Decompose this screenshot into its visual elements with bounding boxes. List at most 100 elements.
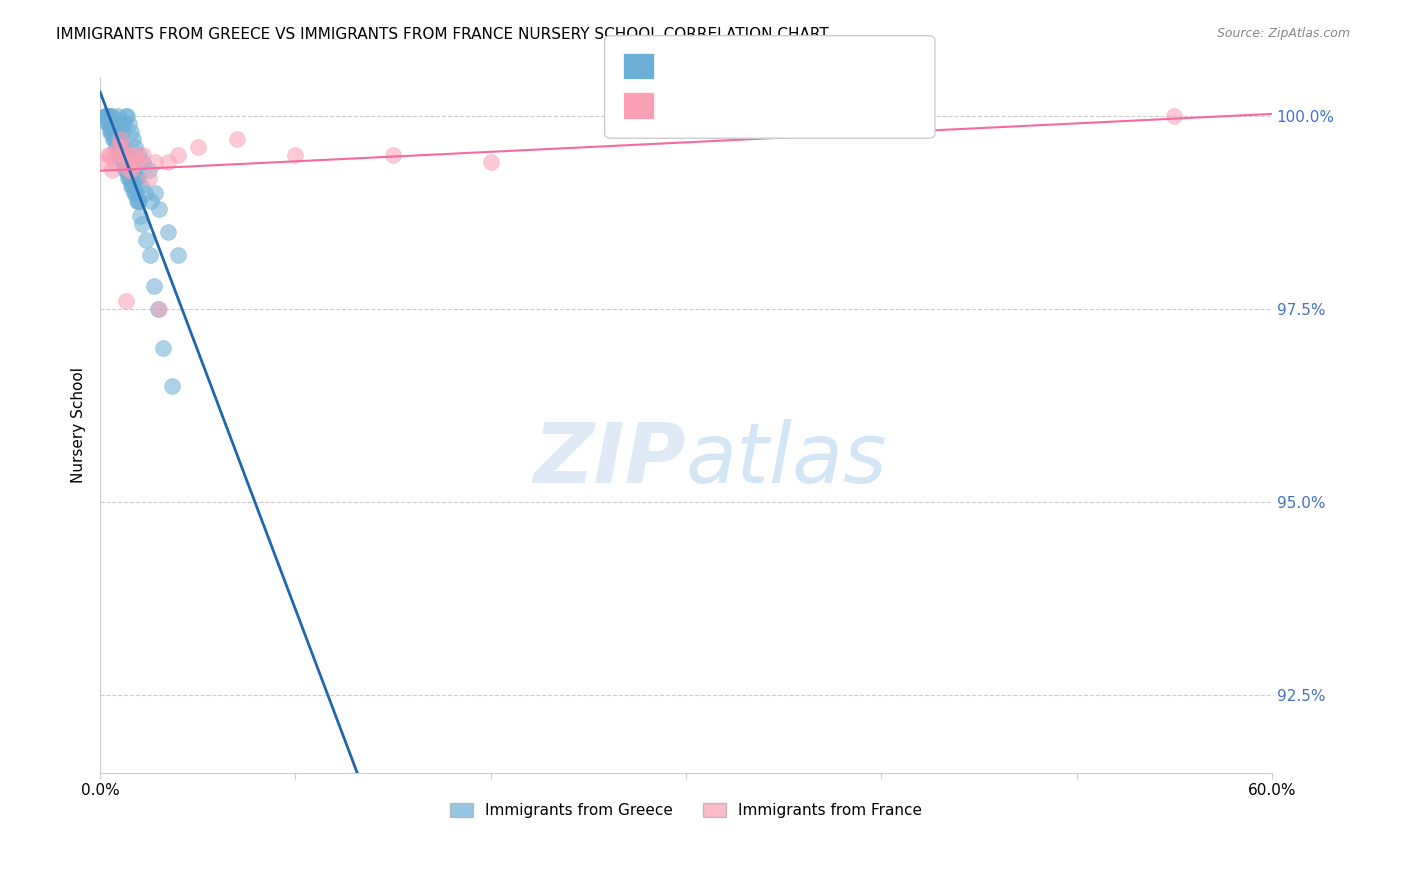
Point bbox=[97, 109, 120, 123]
Point bbox=[127, 194, 149, 208]
Point bbox=[98, 117, 121, 131]
Point bbox=[120, 163, 142, 178]
Point bbox=[121, 163, 143, 178]
Point bbox=[108, 132, 131, 146]
Point bbox=[142, 279, 165, 293]
Point bbox=[127, 170, 149, 185]
Point bbox=[101, 124, 124, 138]
Point bbox=[143, 186, 166, 201]
Point bbox=[124, 186, 146, 201]
Point bbox=[225, 132, 247, 146]
Point bbox=[104, 117, 127, 131]
Point bbox=[103, 132, 125, 146]
Point bbox=[107, 140, 129, 154]
Point bbox=[112, 155, 135, 169]
Point bbox=[143, 155, 166, 169]
Point bbox=[114, 294, 136, 309]
Point bbox=[118, 170, 141, 185]
Point bbox=[124, 147, 146, 161]
Point bbox=[138, 170, 160, 185]
Point bbox=[112, 147, 135, 161]
Point bbox=[129, 210, 152, 224]
Point bbox=[115, 163, 138, 178]
Point bbox=[104, 124, 127, 138]
Point bbox=[114, 147, 136, 161]
Text: R = 0.407: R = 0.407 bbox=[665, 56, 748, 74]
Point bbox=[138, 163, 160, 178]
Point bbox=[120, 124, 142, 138]
Point bbox=[101, 124, 124, 138]
Point bbox=[284, 147, 307, 161]
Point bbox=[132, 147, 155, 161]
Point bbox=[115, 147, 138, 161]
Point bbox=[112, 117, 135, 131]
Text: N = 30: N = 30 bbox=[766, 95, 828, 113]
Point bbox=[187, 140, 209, 154]
Point bbox=[110, 124, 132, 138]
Point bbox=[112, 155, 135, 169]
Text: ZIP: ZIP bbox=[533, 419, 686, 500]
Point bbox=[479, 155, 502, 169]
Point bbox=[107, 132, 129, 146]
Point bbox=[110, 140, 132, 154]
Point bbox=[108, 147, 131, 161]
Point bbox=[124, 186, 146, 201]
Point bbox=[129, 178, 152, 193]
Point bbox=[108, 132, 131, 146]
Point bbox=[128, 155, 150, 169]
Point bbox=[132, 155, 155, 169]
Point bbox=[139, 248, 162, 262]
Point bbox=[128, 194, 150, 208]
Point bbox=[104, 132, 127, 146]
Point bbox=[96, 109, 118, 123]
Point bbox=[97, 117, 120, 131]
Point bbox=[94, 109, 117, 123]
Point bbox=[94, 155, 117, 169]
Point bbox=[146, 302, 169, 317]
Point bbox=[101, 163, 124, 178]
Point bbox=[110, 140, 132, 154]
Point bbox=[124, 163, 146, 178]
Text: Source: ZipAtlas.com: Source: ZipAtlas.com bbox=[1216, 27, 1350, 40]
Point bbox=[105, 132, 128, 146]
Point bbox=[152, 341, 174, 355]
Point bbox=[125, 194, 148, 208]
Point bbox=[94, 109, 117, 123]
Point bbox=[103, 132, 125, 146]
Point bbox=[134, 186, 156, 201]
Point bbox=[97, 117, 120, 131]
Point bbox=[121, 178, 143, 193]
Point bbox=[105, 140, 128, 154]
Point bbox=[122, 147, 145, 161]
Point bbox=[120, 178, 142, 193]
Point bbox=[96, 117, 118, 131]
Point bbox=[94, 109, 117, 123]
Text: N = 87: N = 87 bbox=[766, 56, 828, 74]
Point bbox=[105, 140, 128, 154]
Point bbox=[148, 202, 170, 216]
Point bbox=[115, 163, 138, 178]
Point bbox=[122, 132, 145, 146]
Text: atlas: atlas bbox=[686, 419, 887, 500]
Point bbox=[128, 147, 150, 161]
Point bbox=[98, 124, 121, 138]
Point bbox=[117, 109, 139, 123]
Point bbox=[110, 147, 132, 161]
Point bbox=[104, 155, 127, 169]
Point bbox=[118, 170, 141, 185]
Point bbox=[382, 147, 405, 161]
Point bbox=[108, 147, 131, 161]
Point bbox=[122, 186, 145, 201]
Point bbox=[157, 225, 180, 239]
Point bbox=[148, 302, 170, 317]
Point bbox=[122, 178, 145, 193]
Point bbox=[107, 109, 129, 123]
Legend: Immigrants from Greece, Immigrants from France: Immigrants from Greece, Immigrants from … bbox=[443, 797, 928, 824]
Point bbox=[135, 233, 157, 247]
Point bbox=[101, 109, 124, 123]
Point bbox=[118, 117, 141, 131]
Point bbox=[117, 155, 139, 169]
Point bbox=[167, 147, 190, 161]
Point bbox=[117, 155, 139, 169]
Point bbox=[107, 140, 129, 154]
